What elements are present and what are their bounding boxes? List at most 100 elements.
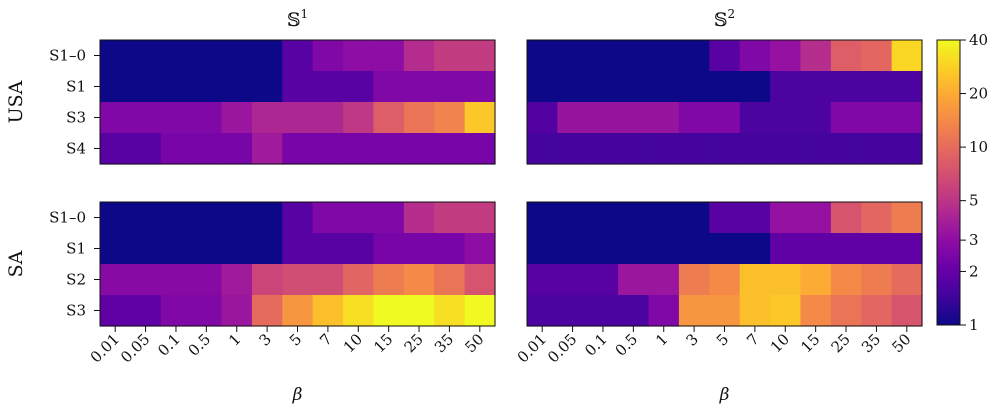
heatmap-cell <box>373 102 405 134</box>
heatmap-cell <box>251 264 283 296</box>
heatmap-cell <box>251 295 283 327</box>
heatmap-cell <box>343 264 375 296</box>
heatmap-cell <box>403 102 435 134</box>
column-title: 𝕊1 <box>287 7 308 31</box>
heatmap-cell <box>464 40 496 72</box>
heatmap-cell <box>557 71 589 103</box>
heatmap-cell <box>282 133 314 165</box>
heatmap-cell <box>830 264 862 296</box>
heatmap-cell <box>191 233 223 265</box>
row-tick-label: S1–0 <box>49 47 86 65</box>
heatmap-cell <box>587 202 619 234</box>
heatmap-cell <box>221 102 253 134</box>
heatmap-cell <box>251 71 283 103</box>
heatmap-cell <box>100 264 131 296</box>
heatmap-cell <box>282 264 314 296</box>
heatmap-cell <box>861 295 893 327</box>
heatmap-cell <box>527 40 558 72</box>
heatmap-cell <box>557 133 589 165</box>
heatmap-cell <box>464 264 496 296</box>
heatmap-cell <box>282 295 314 327</box>
heatmap-cell <box>100 40 131 72</box>
x-tick-label: 15 <box>797 330 823 356</box>
heatmap-cell <box>800 102 832 134</box>
x-tick-label: 5 <box>286 330 305 349</box>
heatmap-cell <box>770 71 802 103</box>
x-tick-label: 7 <box>743 330 762 349</box>
heatmap-cell <box>282 202 314 234</box>
heatmap-cell <box>739 202 771 234</box>
heatmap-cell <box>343 71 375 103</box>
heatmap-cell <box>618 233 650 265</box>
heatmap-cell <box>312 264 344 296</box>
heatmap-cell <box>557 202 589 234</box>
panel-frame <box>99 39 496 165</box>
row-tick-label: S1–0 <box>49 209 86 227</box>
heatmap-cell <box>221 202 253 234</box>
heatmap-cell <box>191 264 223 296</box>
heatmap-cell <box>251 133 283 165</box>
heatmap-cell <box>160 40 192 72</box>
x-tick-label: 5 <box>713 330 732 349</box>
heatmap-cell <box>891 40 923 72</box>
heatmap-cell <box>557 295 589 327</box>
heatmap-cell <box>130 264 162 296</box>
x-tick-label: 1 <box>225 330 244 349</box>
heatmap-cell <box>770 264 802 296</box>
heatmap-cell <box>830 233 862 265</box>
heatmap-cell <box>160 71 192 103</box>
heatmap-cell <box>587 264 619 296</box>
heatmap-cell <box>100 102 131 134</box>
x-tick-label: 0.05 <box>117 330 153 366</box>
heatmap-cell <box>434 295 466 327</box>
heatmap-cell <box>191 71 223 103</box>
colorbar-tick-label: 2 <box>969 262 979 280</box>
heatmap-cell <box>282 40 314 72</box>
colorbar-tick-label: 1 <box>969 316 979 334</box>
x-tick-label: 0.1 <box>581 330 611 360</box>
heatmap-cell <box>587 233 619 265</box>
heatmap-cell <box>373 71 405 103</box>
heatmap-cell <box>130 295 162 327</box>
heatmap-cell <box>618 71 650 103</box>
colorbar-tick-label: 5 <box>969 192 979 210</box>
heatmap-cell <box>678 264 710 296</box>
heatmap-cell <box>221 133 253 165</box>
heatmap-cell <box>891 133 923 165</box>
heatmap-cell <box>891 202 923 234</box>
heatmap-cell <box>861 264 893 296</box>
heatmap-cell <box>251 40 283 72</box>
heatmap-cell <box>312 133 344 165</box>
heatmap-cell <box>830 202 862 234</box>
heatmap-cell <box>282 233 314 265</box>
row-tick-label: S3 <box>66 302 86 320</box>
heatmap-cell <box>648 71 680 103</box>
x-tick-label: 0.01 <box>87 330 123 366</box>
heatmap-cell <box>312 71 344 103</box>
heatmap-cell <box>434 71 466 103</box>
group-label: USA <box>5 80 27 123</box>
heatmap-cell <box>343 295 375 327</box>
heatmap-cell <box>527 233 558 265</box>
heatmap-cell <box>403 133 435 165</box>
heatmap-cell <box>678 295 710 327</box>
heatmap-cell <box>709 295 741 327</box>
x-tick-label: 0.01 <box>514 330 550 366</box>
heatmap-cell <box>709 102 741 134</box>
heatmap-cell <box>587 102 619 134</box>
heatmap-cell <box>587 71 619 103</box>
x-tick-label: 35 <box>858 330 884 356</box>
heatmap-cell <box>160 102 192 134</box>
heatmap-cell <box>373 295 405 327</box>
heatmap-cell <box>557 40 589 72</box>
colorbar-tick-label: 10 <box>969 138 988 156</box>
heatmap-cell <box>739 233 771 265</box>
heatmap-cell <box>191 295 223 327</box>
heatmap-cell <box>464 133 496 165</box>
heatmap-cell <box>434 264 466 296</box>
heatmap-cell <box>648 102 680 134</box>
heatmap-cell <box>830 133 862 165</box>
heatmap-cell <box>100 295 131 327</box>
heatmap-cell <box>678 40 710 72</box>
